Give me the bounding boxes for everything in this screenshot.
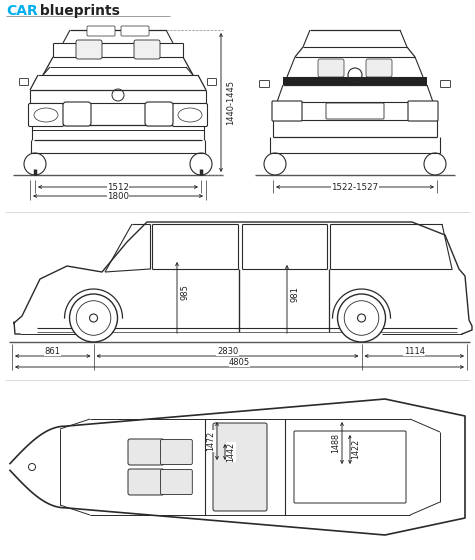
Text: 1114: 1114	[404, 347, 425, 356]
FancyBboxPatch shape	[134, 40, 160, 59]
Polygon shape	[10, 399, 465, 535]
FancyBboxPatch shape	[172, 104, 208, 127]
Text: 2830: 2830	[217, 347, 238, 356]
FancyBboxPatch shape	[128, 469, 164, 495]
FancyBboxPatch shape	[440, 81, 450, 87]
FancyBboxPatch shape	[63, 102, 91, 126]
FancyBboxPatch shape	[408, 101, 438, 121]
Text: 1512: 1512	[107, 183, 129, 192]
FancyBboxPatch shape	[121, 26, 149, 36]
FancyBboxPatch shape	[294, 431, 406, 503]
Text: 861: 861	[45, 347, 61, 356]
Text: 1422: 1422	[352, 439, 361, 459]
FancyBboxPatch shape	[145, 102, 173, 126]
FancyBboxPatch shape	[272, 101, 302, 121]
Text: 1488: 1488	[332, 433, 341, 453]
Text: 1800: 1800	[107, 192, 129, 200]
Circle shape	[338, 294, 386, 342]
FancyBboxPatch shape	[76, 40, 102, 59]
FancyBboxPatch shape	[283, 77, 427, 85]
FancyBboxPatch shape	[213, 423, 267, 511]
FancyBboxPatch shape	[161, 469, 192, 494]
FancyBboxPatch shape	[87, 26, 115, 36]
FancyBboxPatch shape	[28, 104, 64, 127]
Text: 1522-1527: 1522-1527	[332, 183, 379, 192]
FancyBboxPatch shape	[161, 440, 192, 464]
Text: CAR: CAR	[6, 4, 38, 18]
FancyBboxPatch shape	[128, 439, 164, 465]
FancyBboxPatch shape	[259, 81, 269, 87]
Text: 1442: 1442	[227, 442, 236, 462]
FancyBboxPatch shape	[318, 59, 344, 77]
FancyBboxPatch shape	[366, 59, 392, 77]
Circle shape	[358, 314, 365, 322]
Text: 985: 985	[180, 284, 189, 300]
Text: 1440-1445: 1440-1445	[227, 80, 236, 125]
Text: 981: 981	[290, 286, 299, 302]
FancyBboxPatch shape	[19, 78, 28, 86]
Circle shape	[89, 314, 97, 322]
FancyBboxPatch shape	[208, 78, 217, 86]
Text: 1472: 1472	[207, 431, 216, 451]
Text: blueprints: blueprints	[35, 4, 120, 18]
FancyBboxPatch shape	[326, 103, 384, 119]
Circle shape	[69, 294, 117, 342]
Text: 4805: 4805	[229, 357, 250, 366]
